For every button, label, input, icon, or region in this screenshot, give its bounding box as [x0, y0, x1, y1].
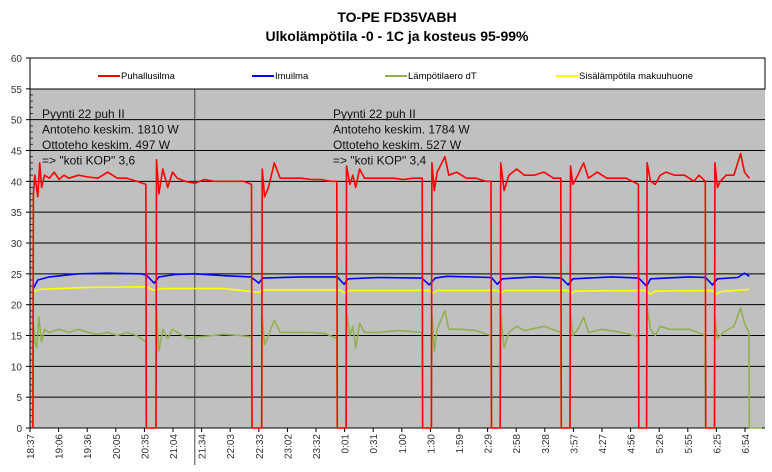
x-tick-label: 18:37 [26, 434, 37, 459]
x-tick-label: 4:27 [598, 434, 609, 454]
x-tick-label: 23:32 [312, 434, 323, 459]
x-tick-label: 21:04 [169, 434, 180, 459]
x-tick-label: 22:03 [226, 434, 237, 459]
annotation-text: Pyynti 22 puh II [333, 107, 416, 121]
y-tick-label: 50 [11, 116, 23, 127]
x-tick-label: 6:54 [741, 434, 752, 454]
y-tick-label: 40 [11, 177, 23, 188]
legend-label: Lämpötilaero dT [408, 71, 477, 82]
y-tick-label: 45 [11, 147, 23, 158]
legend-label: Sisälämpötila makuuhuone [579, 71, 693, 82]
y-tick-label: 20 [11, 301, 23, 312]
x-tick-label: 22:33 [255, 434, 266, 459]
annotation-text: Ottoteho keskim. 527 W [333, 138, 462, 152]
x-tick-label: 5:26 [655, 434, 666, 454]
x-tick-label: 1:59 [455, 434, 466, 454]
x-tick-label: 21:34 [198, 434, 209, 459]
y-tick-label: 10 [11, 362, 23, 373]
series-line-3 [32, 286, 750, 295]
legend-label: Puhallusilma [121, 71, 176, 82]
x-tick-label: 20:05 [112, 434, 123, 459]
chart-subtitle: Ulkolämpötila -0 - 1C ja kosteus 95-99% [266, 28, 530, 44]
y-tick-label: 5 [16, 393, 22, 404]
y-tick-label: 25 [11, 270, 23, 281]
x-tick-label: 19:06 [55, 434, 66, 459]
x-tick-label: 3:28 [541, 434, 552, 454]
x-tick-label: 1:00 [398, 434, 409, 454]
annotation-text: => "koti KOP" 3,4 [333, 154, 427, 168]
y-tick-label: 55 [11, 85, 23, 96]
legend-label: Imuilma [275, 71, 309, 82]
annotation-text: Ottoteho keskim. 497 W [42, 138, 171, 152]
x-tick-label: 19:36 [83, 434, 94, 459]
series-line-1 [32, 272, 750, 290]
annotation-text: Pyynti 22 puh II [42, 107, 125, 121]
x-tick-label: 1:30 [426, 434, 437, 454]
y-tick-label: 30 [11, 239, 23, 250]
y-axis: 0 5 10 15 20 25 30 35 40 45 50 55 60 [11, 54, 33, 435]
x-tick-label: 5:55 [684, 434, 695, 454]
x-tick-label: 0:31 [369, 434, 380, 454]
x-tick-label: 4:56 [627, 434, 638, 454]
annotation-text: => "koti KOP" 3,6 [42, 154, 136, 168]
x-tick-label: 2:29 [484, 434, 495, 454]
y-tick-label: 0 [16, 424, 22, 435]
y-tick-label: 60 [11, 54, 23, 65]
legend: Puhallusilma Imuilma Lämpötilaero dT Sisälä… [29, 57, 766, 90]
chart-title: TO-PE FD35VABH [337, 9, 456, 25]
x-tick-label: 3:57 [569, 434, 580, 454]
y-tick-label: 35 [11, 208, 23, 219]
x-tick-label: 23:02 [283, 434, 294, 459]
annotation-text: Antoteho keskim. 1784 W [333, 123, 470, 137]
annotation-text: Antoteho keskim. 1810 W [42, 123, 179, 137]
y-tick-label: 15 [11, 332, 23, 343]
x-tick-label: 6:25 [712, 434, 723, 454]
x-tick-label: 20:35 [140, 434, 151, 459]
x-axis: 18:37 19:06 19:36 20:05 20:35 21:04 21:34 22:03… [26, 427, 765, 459]
legend-box [29, 57, 766, 90]
series-line-0 [32, 152, 751, 429]
x-tick-label: 0:01 [341, 434, 352, 454]
x-tick-label: 2:58 [512, 434, 523, 454]
series-lines [32, 152, 762, 429]
